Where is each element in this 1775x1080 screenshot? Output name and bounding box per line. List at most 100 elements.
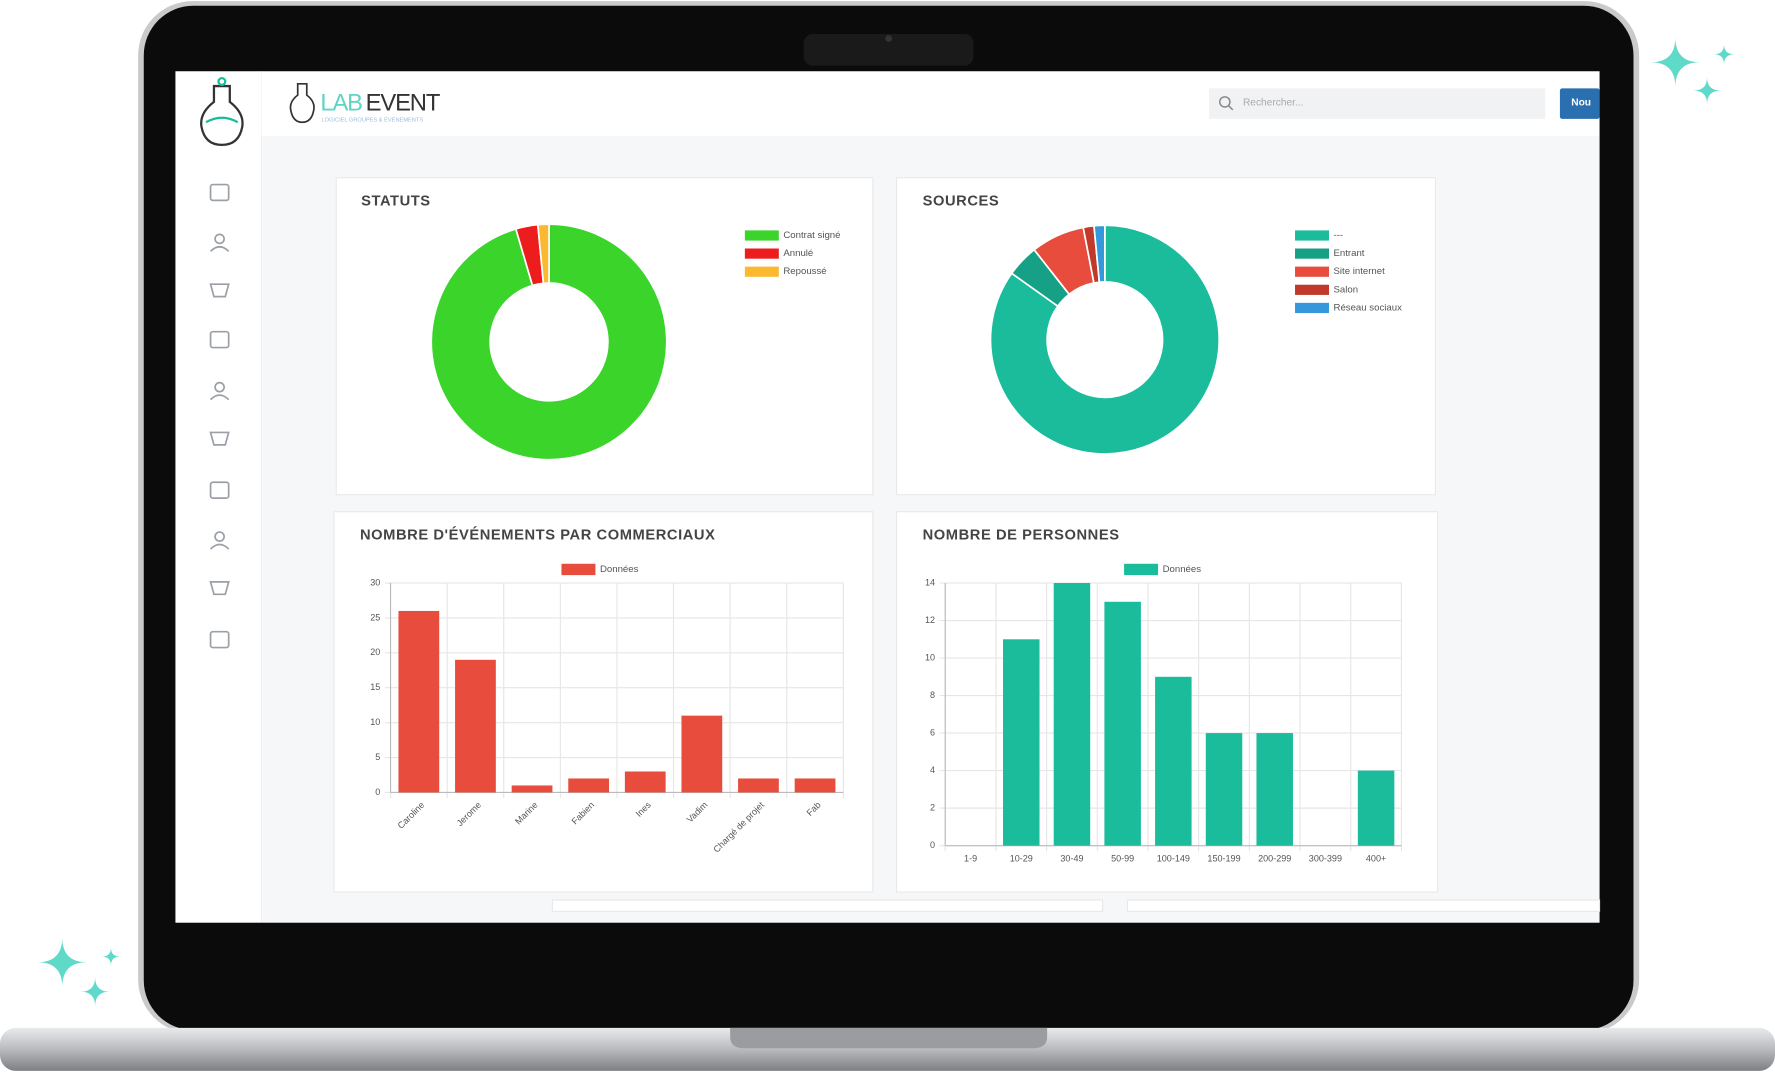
sparkle: [80, 976, 110, 1007]
y-tick-label: 5: [375, 752, 380, 762]
legend-swatch: [744, 230, 779, 241]
notch: [803, 33, 974, 66]
tagline: LOGICIEL GROUPES & ÉVÉNEMENTS: [321, 117, 423, 124]
y-tick-label: 2: [930, 803, 935, 813]
nav-icon: [214, 233, 225, 245]
bar: [1003, 639, 1040, 846]
search-icon-handle: [1227, 104, 1234, 111]
y-tick-label: 20: [370, 647, 380, 657]
laptop-base: [0, 1027, 1775, 1071]
nav-icon: [209, 630, 230, 649]
legend-label: Données: [600, 564, 639, 575]
bar: [794, 778, 836, 793]
legend-swatch: [1295, 284, 1329, 295]
legend-label: Réseau sociaux: [1334, 302, 1403, 313]
y-tick-label: 0: [375, 787, 380, 797]
card-title: NOMBRE D'ÉVÉNEMENTS PAR COMMERCIAUX: [360, 526, 716, 543]
trackpad-notch: [730, 1027, 1048, 1049]
y-tick-label: 12: [925, 615, 935, 625]
card: [335, 177, 874, 496]
brand-lab: LAB: [320, 89, 362, 116]
nav-icon: [209, 245, 230, 252]
sidebar-icons[interactable]: [209, 183, 230, 649]
legend-swatch: [561, 563, 596, 576]
x-tick-label: 150-199: [1207, 854, 1240, 864]
search-box[interactable]: [1208, 88, 1546, 119]
x-tick-label: 400+: [1366, 854, 1386, 864]
doughnut-slice: [1093, 224, 1106, 284]
y-tick-label: 25: [370, 612, 380, 622]
search-icon: [1219, 96, 1231, 108]
sparkles: [37, 37, 1735, 1007]
x-tick-label: 100-149: [1157, 854, 1190, 864]
flask-icon: [200, 77, 244, 147]
sparkle: [37, 937, 88, 988]
search-placeholder: Rechercher...: [1243, 98, 1304, 109]
nav-icon: [209, 394, 230, 401]
nav-icon: [209, 283, 230, 298]
bar: [455, 659, 496, 793]
legend-swatch: [1295, 248, 1329, 259]
doughnut-slice: [430, 223, 668, 461]
dashboard: STATUTS Contrat signé Annulé Repoussé SOURCE…: [333, 177, 1439, 893]
x-tick-label: 1-9: [964, 854, 977, 864]
camera: [885, 35, 893, 42]
legend-swatch: [744, 248, 779, 259]
y-tick-label: 14: [925, 577, 935, 587]
y-tick-label: 8: [930, 690, 935, 700]
legend-label: Site internet: [1334, 266, 1386, 277]
card-edge: [551, 899, 1104, 912]
legend-label: ---: [1334, 230, 1344, 241]
x-tick-label: 50-99: [1111, 854, 1134, 864]
sparkle: [1650, 37, 1701, 88]
card-title: NOMBRE DE PERSONNES: [923, 527, 1120, 543]
y-tick-label: 4: [930, 765, 935, 775]
y-tick-label: 10: [370, 717, 380, 727]
nav-icon: [209, 481, 230, 499]
legend-swatch: [744, 266, 779, 277]
bar: [1104, 601, 1141, 846]
nav-icon: [209, 581, 230, 596]
x-tick-label: 30-49: [1060, 854, 1083, 864]
bar: [1205, 733, 1243, 846]
sidebar: [175, 71, 262, 923]
x-tick-label: 300-399: [1309, 854, 1342, 864]
doughnut-slice: [989, 224, 1220, 455]
bar: [1155, 676, 1192, 846]
logo-icon: [289, 82, 315, 124]
nav-icon: [209, 431, 230, 446]
bar: [398, 610, 440, 793]
new-button-label: Nou: [1571, 98, 1591, 109]
bar: [511, 785, 553, 793]
card-title: SOURCES: [923, 193, 1000, 209]
legend-swatch: [1295, 302, 1329, 314]
legend-label: Contrat signé: [783, 230, 840, 241]
legend-label: Annulé: [783, 248, 813, 259]
legend-swatch: [1295, 266, 1329, 277]
nav-icon: [214, 381, 225, 393]
brand-event: EVENT: [366, 89, 440, 116]
sparkle: [101, 947, 120, 966]
nav-icon: [209, 183, 230, 202]
bar: [624, 771, 666, 793]
nav-icon: [209, 543, 230, 550]
x-tick-label: 200-299: [1258, 854, 1291, 864]
nav-icon: [209, 330, 230, 349]
y-tick-label: 6: [930, 727, 935, 737]
y-tick-label: 0: [930, 840, 935, 850]
new-button[interactable]: [1559, 88, 1600, 119]
y-tick-label: 30: [370, 577, 380, 587]
x-tick-label: 10-29: [1010, 854, 1033, 864]
bar: [681, 715, 723, 793]
legend-label: Repoussé: [783, 266, 826, 277]
legend-label: Entrant: [1334, 248, 1365, 259]
sparkle: [1713, 44, 1735, 65]
legend-label: Salon: [1334, 284, 1359, 295]
bar: [1256, 733, 1293, 846]
y-tick-label: 10: [925, 652, 935, 662]
card-title: STATUTS: [361, 193, 431, 209]
bar: [738, 778, 779, 793]
bar: [1357, 770, 1395, 846]
y-tick-label: 15: [370, 682, 380, 692]
card-edge: [1126, 899, 1601, 912]
